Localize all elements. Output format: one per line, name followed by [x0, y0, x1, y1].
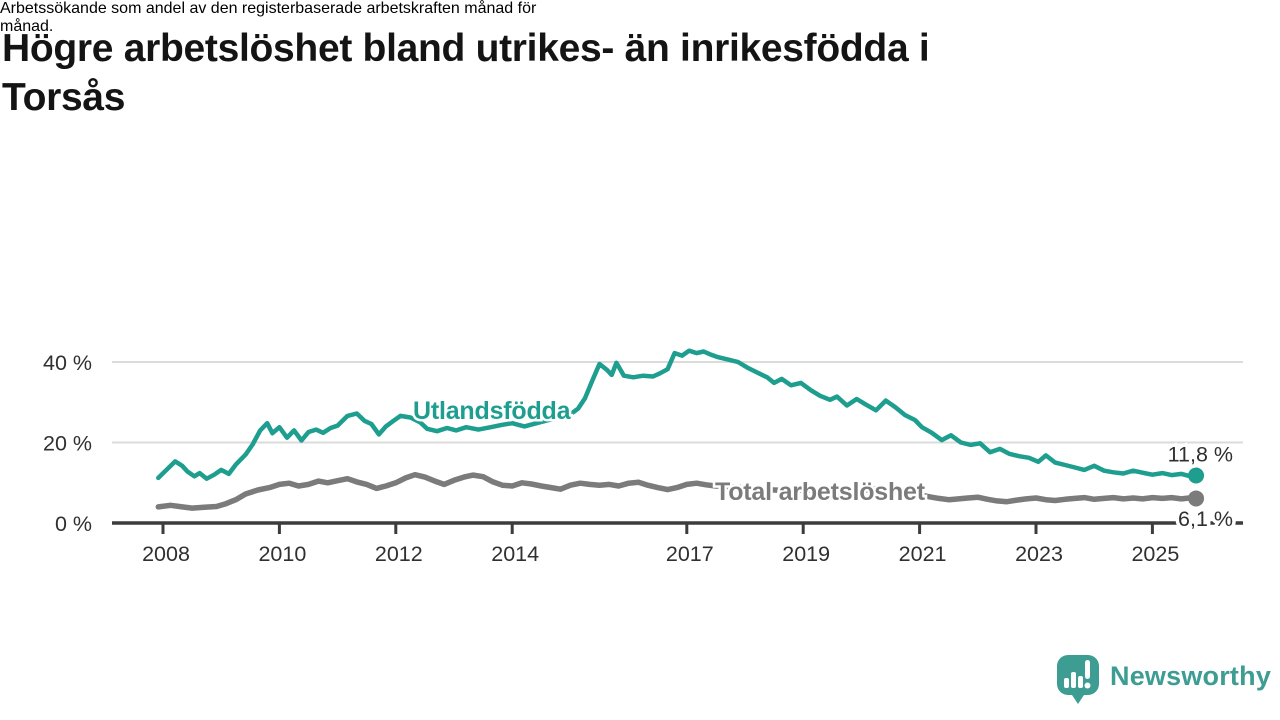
series-end-dot-total — [1188, 490, 1205, 507]
x-tick-label: 2023 — [1015, 542, 1063, 566]
x-tick-label: 2019 — [782, 542, 830, 566]
logo-bar-3 — [1078, 676, 1083, 688]
brand-wordmark: Newsworthy — [1110, 660, 1272, 691]
logo-bar-2 — [1071, 672, 1076, 688]
x-tick-label: 2021 — [899, 542, 947, 566]
logo-exclamation-bar — [1085, 660, 1090, 679]
x-tick-label: 2008 — [142, 542, 190, 566]
x-tick-label: 2012 — [375, 542, 423, 566]
logo-bubble — [1057, 655, 1099, 695]
chart-subtitle-line-1: Arbetssökande som andel av den registerb… — [0, 0, 537, 17]
end-value-label-total: 6,1 % — [1178, 507, 1233, 531]
page-title-line-1: Högre arbetslöshet bland utrikes- än inr… — [2, 27, 930, 70]
speech-bubble-bar-chart-icon — [1057, 655, 1099, 704]
x-tick-label: 2014 — [491, 542, 539, 566]
page-title-line-2: Torsås — [2, 76, 126, 119]
logo-bar-1 — [1064, 678, 1069, 688]
logo-exclamation-dot — [1084, 682, 1091, 689]
chart-subtitle-line-2: månad. — [0, 18, 54, 35]
x-tick-label: 2010 — [258, 542, 306, 566]
newsworthy-logo[interactable]: Newsworthy — [1056, 648, 1280, 708]
series-line-utlandsfodda — [156, 348, 1199, 481]
series-label-total: Total arbetslöshet — [715, 478, 926, 506]
series-line-total — [155, 471, 1199, 511]
x-tick-label: 2025 — [1131, 542, 1179, 566]
page-title: Högre arbetslöshet bland utrikes- än inr… — [2, 24, 1152, 122]
end-value-label-utlandsfodda: 11,8 % — [1168, 443, 1233, 467]
series-end-dot-utlandsfodda — [1188, 467, 1205, 484]
y-tick-label: 40 % — [43, 351, 92, 375]
x-tick-label: 2017 — [666, 542, 714, 566]
y-tick-label: 0 % — [55, 512, 92, 536]
series-label-utlandsfodda: Utlandsfödda — [413, 397, 572, 425]
y-tick-label: 20 % — [43, 432, 92, 456]
logo-bubble-tail — [1070, 692, 1086, 704]
